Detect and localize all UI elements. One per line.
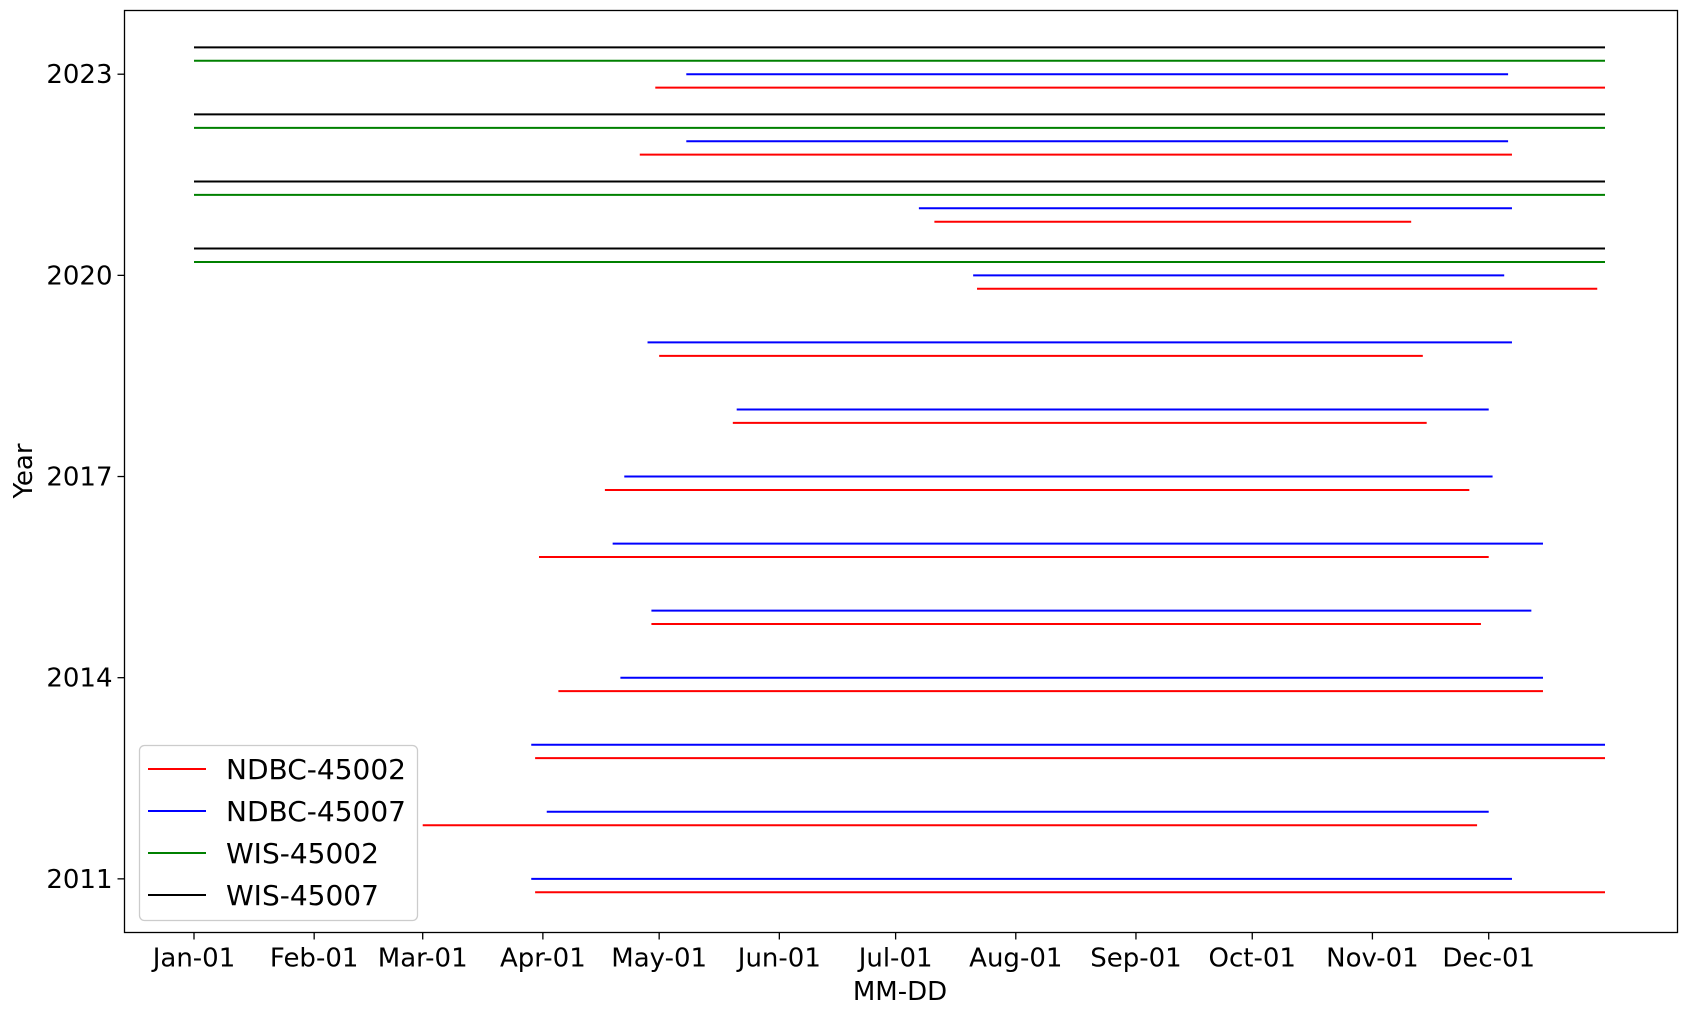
legend-box <box>138 744 419 922</box>
y-tick-label: 2011 <box>46 865 112 895</box>
y-axis-label: Year <box>9 443 39 499</box>
x-tick-label: Oct-01 <box>1209 944 1296 974</box>
x-tick-label: Aug-01 <box>969 944 1062 974</box>
series-ndbc-45002 <box>422 86 1605 894</box>
x-tick-label: Apr-01 <box>500 944 586 974</box>
legend: NDBC-45002 NDBC-45007 WIS-45002 WIS-45007 <box>138 744 419 922</box>
x-axis-ticks: Jan-01 Feb-01 Mar-01 Apr-01 May-01 Jun-01 Jul-… <box>151 932 1535 974</box>
x-axis-label: MM-DD <box>853 977 947 1007</box>
legend-entries: NDBC-45002 NDBC-45007 WIS-45002 WIS-45007 <box>148 753 406 912</box>
x-tick-label: Feb-01 <box>270 944 359 974</box>
legend-label-ndbc-45007: NDBC-45007 <box>226 795 406 828</box>
x-tick-label: Sep-01 <box>1090 944 1181 974</box>
x-tick-label: Jul-01 <box>857 944 933 974</box>
plot-frame <box>123 9 1679 934</box>
legend-label-ndbc-45002: NDBC-45002 <box>226 753 406 786</box>
y-tick-label: 2017 <box>46 463 112 493</box>
legend-label-wis-45007: WIS-45007 <box>226 879 379 912</box>
x-tick-label: Mar-01 <box>378 944 468 974</box>
x-tick-label: Jan-01 <box>151 944 236 974</box>
x-tick-label: Dec-01 <box>1442 944 1535 974</box>
series-wis-45002 <box>194 59 1605 263</box>
series-ndbc-45007 <box>531 73 1605 880</box>
legend-label-wis-45002: WIS-45002 <box>226 837 379 870</box>
y-tick-label: 2020 <box>46 261 112 291</box>
x-tick-label: Jun-01 <box>736 944 821 974</box>
y-axis-ticks: 2011 2014 2017 2020 2023 <box>46 60 125 895</box>
x-tick-label: Nov-01 <box>1326 944 1419 974</box>
series-wis-45007 <box>194 46 1605 250</box>
series-segments <box>194 46 1605 894</box>
y-tick-label: 2023 <box>46 60 112 90</box>
x-tick-label: May-01 <box>611 944 707 974</box>
y-tick-label: 2014 <box>46 664 112 694</box>
